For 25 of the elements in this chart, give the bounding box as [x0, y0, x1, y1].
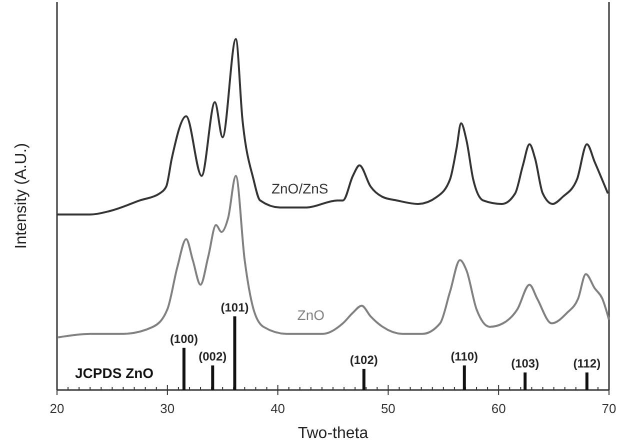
x-tick-label: 70 — [602, 401, 616, 416]
bar — [211, 365, 214, 390]
annotation: (103) — [511, 356, 540, 370]
series-label: ZnO/ZnS — [271, 180, 328, 196]
annotation: (102) — [350, 352, 378, 367]
x-tick-label: 30 — [160, 401, 175, 416]
bar — [585, 372, 588, 390]
annotation: (002) — [198, 349, 227, 364]
bar — [233, 316, 236, 390]
series-label: ZnO — [297, 306, 325, 323]
x-axis-title: Two-theta — [298, 425, 368, 442]
bar — [362, 368, 366, 390]
bar — [462, 365, 466, 390]
y-axis-title: Intensity (A.U.) — [13, 143, 30, 249]
annotation: (100) — [170, 332, 198, 346]
text: JCPDS ZnO — [75, 365, 154, 381]
bar — [524, 372, 527, 390]
annotation: (101) — [220, 300, 249, 314]
x-tick-label: 20 — [50, 401, 64, 416]
annotation: (112) — [573, 356, 601, 370]
x-tick-label: 50 — [380, 401, 396, 416]
x-tick-label: 40 — [270, 401, 286, 416]
annotation: (110) — [450, 349, 478, 364]
x-tick-label: 60 — [491, 401, 506, 416]
bar — [182, 348, 186, 390]
